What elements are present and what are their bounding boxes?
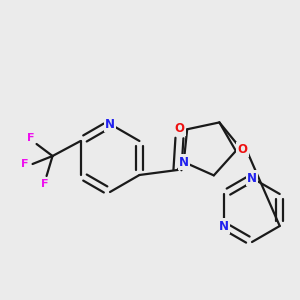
Text: O: O — [237, 143, 248, 156]
Text: F: F — [21, 159, 28, 169]
Text: O: O — [174, 122, 184, 134]
Text: N: N — [219, 220, 229, 232]
Text: F: F — [41, 179, 48, 189]
Text: N: N — [247, 172, 257, 184]
Text: N: N — [105, 118, 115, 130]
Text: N: N — [179, 155, 189, 169]
Text: F: F — [27, 133, 34, 143]
